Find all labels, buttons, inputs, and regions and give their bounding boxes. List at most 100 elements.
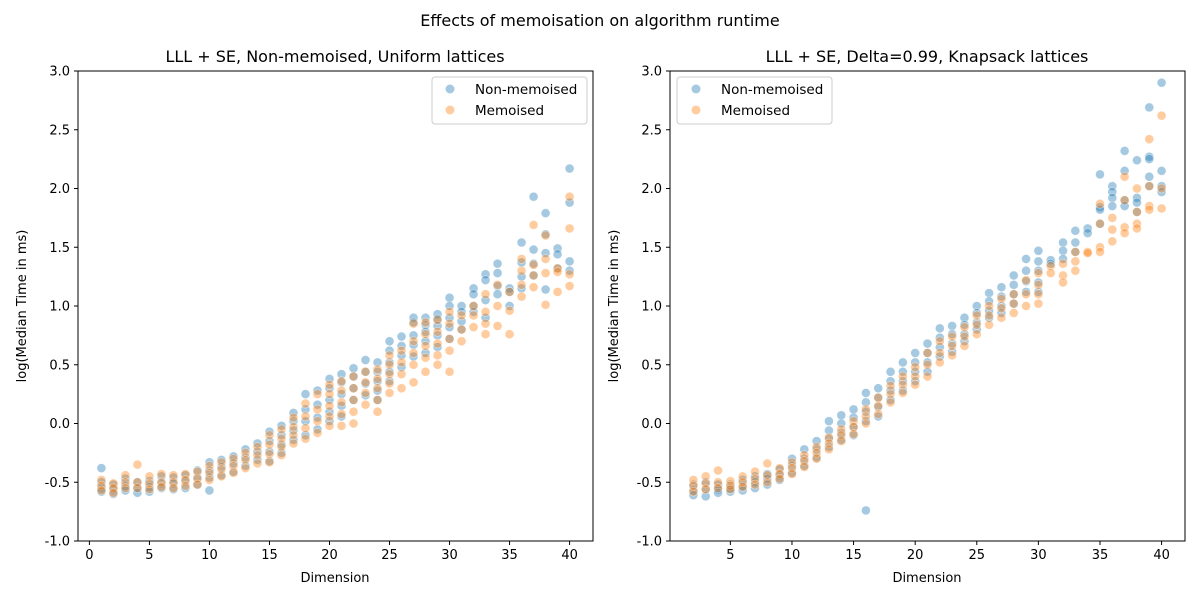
data-point-memoised [1008,289,1019,300]
right-x-tick-label: 25 [969,548,986,563]
data-point-memoised [156,482,167,492]
data-point-non-memoised [811,444,822,455]
data-point-non-memoised [372,357,383,368]
data-point-non-memoised [1144,154,1155,164]
data-point-non-memoised [264,446,275,457]
data-point-memoised [264,439,275,450]
data-point-non-memoised [996,291,1007,302]
data-point-non-memoised [1144,151,1155,162]
data-point-non-memoised [204,485,215,496]
data-point-non-memoised [300,389,311,399]
left-y-tick-label: 3.0 [49,65,70,80]
right-chart-title: LLL + SE, Delta=0.99, Knapsack lattices [766,47,1089,66]
data-point-non-memoised [564,163,575,174]
right-chart-panel: LLL + SE, Delta=0.99, Knapsack lattices … [607,47,1186,586]
data-point-memoised [700,484,711,495]
data-point-non-memoised [564,265,575,276]
data-point-non-memoised [984,312,994,323]
data-point-memoised [959,331,970,342]
data-point-non-memoised [935,332,945,343]
data-point-memoised [468,310,479,321]
data-point-memoised [312,404,323,415]
data-point-non-memoised [516,283,527,294]
data-point-non-memoised [1058,237,1068,248]
data-point-memoised [996,312,1007,323]
data-point-memoised [910,379,920,390]
data-point-non-memoised [336,411,347,422]
right-y-tick-label: -0.5 [637,476,662,491]
data-point-memoised [1021,289,1031,300]
data-point-memoised [984,319,994,330]
data-point-memoised [762,458,773,469]
data-point-non-memoised [1132,197,1142,208]
data-point-memoised [1058,270,1068,281]
data-point-memoised [336,421,347,431]
data-point-non-memoised [372,385,383,396]
data-point-non-memoised [922,338,933,349]
data-point-non-memoised [384,357,395,368]
data-point-non-memoised [360,355,371,365]
data-point-non-memoised [959,319,970,330]
data-point-non-memoised [861,388,871,398]
data-point-non-memoised [898,357,908,368]
data-point-memoised [312,389,323,399]
data-point-memoised [420,352,431,363]
data-point-memoised [108,488,119,498]
data-point-memoised [408,318,419,329]
data-point-memoised [132,483,143,493]
left-chart-title: LLL + SE, Non-memoised, Uniform lattices [165,47,504,66]
data-point-memoised [336,397,347,408]
right-y-tick-label: 2.5 [641,123,662,138]
data-point-memoised [1095,218,1105,229]
data-point-memoised [168,470,179,481]
right-legend-box [676,76,833,125]
data-point-memoised [922,348,933,358]
data-point-non-memoised [971,301,982,311]
data-point-non-memoised [540,208,551,218]
data-point-memoised [564,269,575,280]
data-point-memoised [688,486,699,497]
data-point-non-memoised [935,323,945,334]
data-point-non-memoised [336,401,347,411]
left-series-memoised [96,191,575,498]
data-point-non-memoised [384,366,395,377]
left-x-tick-label: 30 [441,548,458,563]
data-point-non-memoised [252,438,263,449]
data-point-non-memoised [1021,287,1031,297]
data-point-memoised [1144,201,1155,211]
data-point-memoised [360,399,371,410]
data-point-non-memoised [947,321,957,331]
left-legend-marker-non-memoised [445,84,455,94]
data-point-memoised [276,442,287,452]
data-point-non-memoised [312,424,323,435]
data-point-memoised [873,392,884,403]
data-point-memoised [480,289,491,300]
data-point-non-memoised [408,339,419,350]
data-point-memoised [456,324,467,335]
data-point-non-memoised [1144,171,1155,182]
data-point-non-memoised [971,308,982,318]
data-point-non-memoised [1132,155,1142,166]
data-point-memoised [552,267,563,277]
data-point-non-memoised [420,327,431,337]
data-point-non-memoised [444,292,455,303]
data-point-memoised [1144,181,1155,191]
data-point-memoised [432,338,443,349]
data-point-memoised [264,449,275,459]
data-point-memoised [885,397,896,408]
data-point-non-memoised [276,421,287,431]
data-point-non-memoised [824,425,834,436]
data-point-memoised [552,263,563,274]
data-point-memoised [372,383,383,394]
data-point-memoised [324,421,335,431]
data-point-memoised [300,433,311,444]
left-y-tick-label: -0.5 [45,476,70,491]
data-point-memoised [898,388,908,398]
data-point-memoised [264,430,275,441]
data-point-memoised [252,450,263,461]
data-point-memoised [228,453,239,464]
data-point-memoised [1045,268,1056,278]
data-point-memoised [1119,195,1130,206]
data-point-memoised [180,480,191,491]
